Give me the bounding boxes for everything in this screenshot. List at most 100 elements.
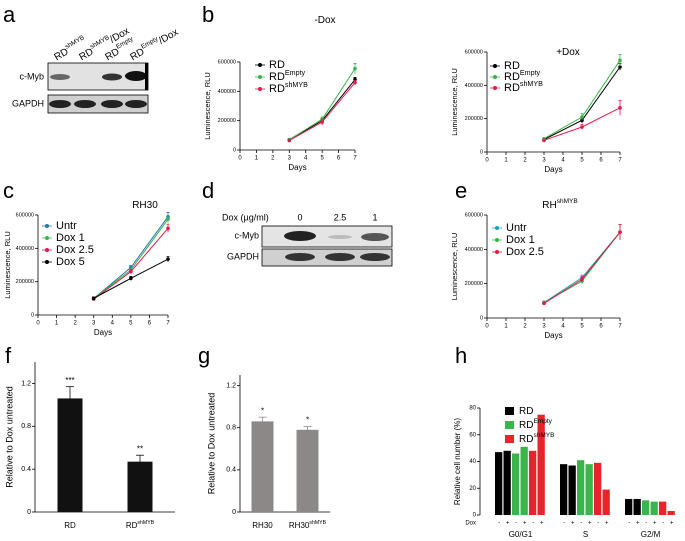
x-tick-label: 4 xyxy=(111,321,115,327)
point xyxy=(129,276,133,281)
point xyxy=(166,257,170,261)
text-part: RD xyxy=(504,71,520,83)
point xyxy=(618,230,622,234)
text-part: RD xyxy=(126,521,138,530)
panel-label: b xyxy=(202,2,214,27)
treatment-tick: - xyxy=(515,521,517,527)
x-axis-label: Days xyxy=(544,165,562,174)
treatment-tick: - xyxy=(532,521,534,527)
blot-column-label: 1 xyxy=(372,212,377,222)
treatment-tick: - xyxy=(597,521,599,527)
bar xyxy=(520,446,528,515)
legend-marker xyxy=(45,224,49,228)
legend-swatch xyxy=(505,421,514,429)
x-tick-label: 5 xyxy=(129,321,133,327)
superscript: shMYB xyxy=(137,520,154,526)
y-tick-label: 80 xyxy=(469,406,476,412)
legend-label: RDEmpty xyxy=(519,418,553,430)
blot-row-label: GAPDH xyxy=(12,98,44,108)
blot-column-label: 2.5 xyxy=(334,212,347,222)
point xyxy=(618,106,622,110)
blot-edge xyxy=(145,63,148,90)
legend-label: RDshMYB xyxy=(269,81,308,95)
x-tick-label: 7 xyxy=(618,324,622,330)
legend-label: Untr xyxy=(56,220,77,232)
panel-label: d xyxy=(202,178,214,203)
x-tick-label: 3 xyxy=(92,321,96,327)
chart-title: RH30 xyxy=(132,200,158,211)
x-tick-label: 6 xyxy=(337,156,341,162)
x-tick-label: 6 xyxy=(599,158,603,164)
x-tick-label: 1 xyxy=(504,324,508,330)
superscript: shMYB xyxy=(285,81,308,89)
bar xyxy=(659,501,667,515)
blot-column-label: 0 xyxy=(297,212,302,222)
x-tick-label: 5 xyxy=(580,158,584,164)
point xyxy=(287,138,292,143)
blot-row-label: c-Myb xyxy=(235,230,260,240)
legend-marker xyxy=(495,250,499,254)
series-line xyxy=(543,231,621,303)
y-axis-label: Relative to Dox untreated xyxy=(206,393,216,495)
blot-row-label: GAPDH xyxy=(227,251,259,261)
bar xyxy=(594,462,602,515)
treatment-tick: + xyxy=(523,521,527,527)
x-tick-label: RH30shMYB xyxy=(289,520,327,530)
x-tick-label: G2/M xyxy=(641,530,661,539)
band xyxy=(285,253,315,261)
annotation: *** xyxy=(65,376,74,385)
treatment-tick: + xyxy=(588,521,592,527)
superscript: Empty xyxy=(533,418,552,425)
text-part: Dox 5 xyxy=(56,256,85,268)
text-part: RH30 xyxy=(132,200,158,211)
y-tick-label: 600000 xyxy=(465,49,483,55)
text-part: RD xyxy=(504,60,520,72)
x-tick-label: 7 xyxy=(353,156,357,162)
text-part: Dox 2.5 xyxy=(56,244,94,256)
annotation: ** xyxy=(137,444,143,453)
band xyxy=(361,233,389,241)
treatment-tick: + xyxy=(636,521,640,527)
legend-marker xyxy=(493,64,497,68)
legend-label: Dox 1 xyxy=(56,232,85,244)
x-tick-label: 2 xyxy=(523,324,527,330)
legend-label: Dox 2.5 xyxy=(506,246,544,258)
legend-marker xyxy=(495,226,499,230)
bar xyxy=(127,461,153,512)
x-axis-label: Days xyxy=(544,331,562,340)
treatment-tick: - xyxy=(580,521,582,527)
text-part: Dox 1 xyxy=(506,234,535,246)
legend-marker xyxy=(493,75,497,79)
y-axis-label: Luminescence, RLU xyxy=(3,231,12,299)
band xyxy=(284,231,316,241)
bar xyxy=(296,429,319,512)
x-tick-label: 0 xyxy=(36,321,40,327)
error-bar xyxy=(136,454,144,469)
y-tick-label: 400000 xyxy=(218,89,236,95)
text-part: /Dox xyxy=(157,27,180,47)
bar xyxy=(495,452,503,515)
bar xyxy=(585,464,593,515)
y-tick-label: 0 xyxy=(473,513,477,519)
y-tick-label: 200000 xyxy=(218,118,236,124)
series-line xyxy=(289,68,356,141)
treatment-tick: + xyxy=(571,521,575,527)
point xyxy=(618,65,622,69)
text-part: RD xyxy=(269,71,285,83)
text-part: Untr xyxy=(506,222,527,234)
error-bar xyxy=(66,386,74,411)
treatment-label: Dox xyxy=(465,521,476,527)
text-part: RD xyxy=(504,82,520,94)
text-part: RH xyxy=(542,200,556,211)
bar xyxy=(650,501,658,515)
error-bar xyxy=(258,416,267,426)
band xyxy=(74,100,96,108)
point xyxy=(320,120,324,124)
superscript: Empty xyxy=(520,69,541,77)
legend-label: Dox 2.5 xyxy=(56,244,94,256)
y-tick-label: 200000 xyxy=(16,279,34,285)
bar xyxy=(503,450,511,515)
bar xyxy=(602,489,610,515)
y-tick-label: 0 xyxy=(480,149,483,155)
x-tick-label: 2 xyxy=(523,158,527,164)
